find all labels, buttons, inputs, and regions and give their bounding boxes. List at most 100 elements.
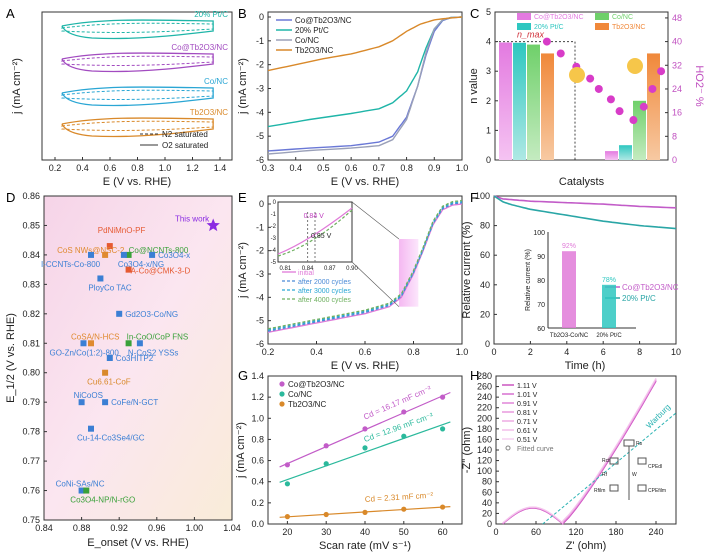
panel-c-point-5 xyxy=(120,251,127,258)
panel-c-point-label-17: CoFe/N-GCT xyxy=(111,398,158,407)
panel-e-xtick-label-1: 0.4 xyxy=(310,347,323,357)
panel-a-ylabel: j (mA cm⁻²) xyxy=(11,58,23,115)
panel-c-point-label-5: Co3O4-x/NG xyxy=(118,260,164,269)
panel-c-point-6 xyxy=(149,251,156,258)
panel-h-circuit-label-6: W xyxy=(632,472,637,478)
panel-c-ytick-label-6: 0.81 xyxy=(22,338,40,348)
panel-g-point-0-1 xyxy=(323,443,329,449)
panel-g-ytick-label-7: 1.4 xyxy=(251,371,264,381)
panel-c-point-label-13: N-CoS2 YSSs xyxy=(128,348,179,357)
panel-f-inset-category-0: Tb2O3-Co/NC xyxy=(550,333,589,339)
panel-h-circuit-label-3: CPEdl xyxy=(648,464,662,470)
panel-g-xtick-label-2: 40 xyxy=(360,527,370,537)
panel-d-dot-1 xyxy=(556,49,565,58)
panel-h-legend-text-4: 0.71 V xyxy=(517,419,538,426)
panel-f-xlabel: Time (h) xyxy=(565,360,606,372)
panel-h-ytick-label-13: 260 xyxy=(477,382,492,392)
panel-g-point-0-4 xyxy=(440,394,446,400)
panel-e-inset-label-0: 0.84 V xyxy=(304,213,325,220)
panel-c-ytick-label-7: 0.82 xyxy=(22,309,40,319)
panel-c-point-9 xyxy=(116,310,123,317)
panel-h-xtick-label-0: 0 xyxy=(493,527,498,537)
panel-b-legend-text-3: Tb2O3/NC xyxy=(295,46,333,55)
panel-c-point-label-19: CoNi-SAs/NC xyxy=(56,480,105,489)
panel-f-inset-ylabel: Relative current (%) xyxy=(525,249,532,311)
panel-c-point-label-11: In-CoO/CoP FNS xyxy=(127,332,189,341)
panel-b-ytick-label-0: 0 xyxy=(259,12,264,22)
panel-c-point-label-15: Cu6.61-CoF xyxy=(87,378,131,387)
panel-a-series-label-2: Co/NC xyxy=(204,77,228,86)
panel-a-xtick-label-5: 1.2 xyxy=(186,163,199,173)
panel-f-ytick-label-3: 60 xyxy=(480,250,490,260)
panel-g-xlabel: Scan rate (mV s⁻¹) xyxy=(319,540,411,552)
panel-b-ytick-label-2: -2 xyxy=(256,60,264,70)
panel-e-ytick-label-1: -1 xyxy=(256,222,264,232)
panel-c-background xyxy=(44,196,232,520)
panel-g-ytick-label-2: 0.4 xyxy=(251,477,264,487)
panel-f-inset-ytick-4: 100 xyxy=(533,230,545,237)
panel-h-ytick-label-12: 240 xyxy=(477,392,492,402)
panel-e-xtick-label-2: 0.6 xyxy=(359,347,372,357)
panel-h-xtick-label-2: 120 xyxy=(568,527,583,537)
panel-g-point-2-0 xyxy=(284,514,290,520)
panel-g-point-2-2 xyxy=(362,509,368,515)
panel-f-inset-ytick-3: 90 xyxy=(537,254,545,261)
panel-g-legend-marker-2 xyxy=(279,401,285,407)
panel-a-legend-o2-text: O2 saturated xyxy=(162,141,208,150)
panel-c-point-label-16: NiCoOS xyxy=(74,391,103,400)
panel-e-xtick-label-3: 0.8 xyxy=(407,347,420,357)
panel-h-xtick-label-3: 180 xyxy=(608,527,623,537)
panel-c-point-label-4: I-CCNTs-Co-800 xyxy=(41,260,101,269)
panel-d-dot-8 xyxy=(639,102,648,111)
panel-a-legend-n2-text: N2 saturated xyxy=(162,130,208,139)
panel-h-xlabel: Z' (ohm) xyxy=(566,540,607,552)
panel-d-dot-4 xyxy=(594,84,603,93)
panel-f-xtick-label-1: 2 xyxy=(528,347,533,357)
panel-h-circuit-label-4: CPEfilm xyxy=(648,488,666,494)
panel-a-n2-curve-2 xyxy=(61,89,214,100)
panel-b-ytick-label-1: -1 xyxy=(256,36,264,46)
panel-h-legend-text-7: Fitted curve xyxy=(517,446,554,453)
panel-c-point-15 xyxy=(102,369,109,376)
panel-d-xlabel: Catalysts xyxy=(559,176,605,188)
panel-d-ytick-right-label-3: 24 xyxy=(672,84,682,94)
panel-c-point-label-0: This work xyxy=(175,214,210,223)
panel-b-xtick-label-7: 1.0 xyxy=(456,163,469,173)
panel-g-legend-text-0: Co@Tb2O3/NC xyxy=(288,380,345,389)
panel-c-frame xyxy=(43,195,233,521)
panel-h-circuit-label-2: Rf xyxy=(602,472,608,478)
panel-a-xtick-label-4: 1.0 xyxy=(159,163,172,173)
panel-h-legend-text-1: 1.01 V xyxy=(517,392,538,399)
panel-f-inset-bar-label-1: 78% xyxy=(602,277,616,284)
panel-h-ytick-label-0: 0 xyxy=(487,519,492,529)
panel-g-ytick-label-1: 0.2 xyxy=(251,498,264,508)
panel-h-ytick-label-14: 280 xyxy=(477,371,492,381)
panel-f-inset-ytick-0: 60 xyxy=(537,326,545,333)
panel-c-point-20 xyxy=(83,487,90,494)
panel-d-frame xyxy=(494,11,669,161)
panel-h-circuit-rct xyxy=(609,457,619,465)
panel-d-ylabel: n value xyxy=(468,68,480,103)
panel-a-xtick-label-0: 0.2 xyxy=(49,163,62,173)
panel-e-inset-ytick-1: -1 xyxy=(271,212,277,218)
panel-f-ytick-label-1: 20 xyxy=(480,309,490,319)
panel-h-warburg-line xyxy=(542,412,677,525)
panel-b-legend-text-0: Co@Tb2O3/NC xyxy=(295,16,352,25)
panel-d-ytick-right-label-5: 40 xyxy=(672,37,682,47)
panel-g-ylabel: j (mA cm⁻²) xyxy=(235,422,247,479)
charts-root: 0.2 0.4 0.6 0.8 1.0 1.2 1.4 E (V vs. RHE) j (mA … xyxy=(5,7,705,552)
panel-c-point-17 xyxy=(102,399,109,406)
panel-d-legend-swatch-2 xyxy=(595,13,609,20)
panel-c-point-1 xyxy=(106,243,113,250)
panel-d-dot-9 xyxy=(648,84,657,93)
panel-e-legend-text-2: after 3000 cycles xyxy=(298,288,351,295)
panel-d-legend-swatch-0 xyxy=(517,13,531,20)
panel-a-xlabel: E (V vs. RHE) xyxy=(103,176,171,188)
panel-e-inset-xtick-2: 0.87 xyxy=(324,266,336,272)
panel-c-ytick-label-2: 0.77 xyxy=(22,456,40,466)
panel-g-ytick-label-6: 1.2 xyxy=(251,392,264,402)
panel-g-point-2-4 xyxy=(440,504,446,510)
panel-c-point-label-14: Co3HITP2 xyxy=(116,354,154,363)
panel-g-point-2-3 xyxy=(401,506,407,512)
